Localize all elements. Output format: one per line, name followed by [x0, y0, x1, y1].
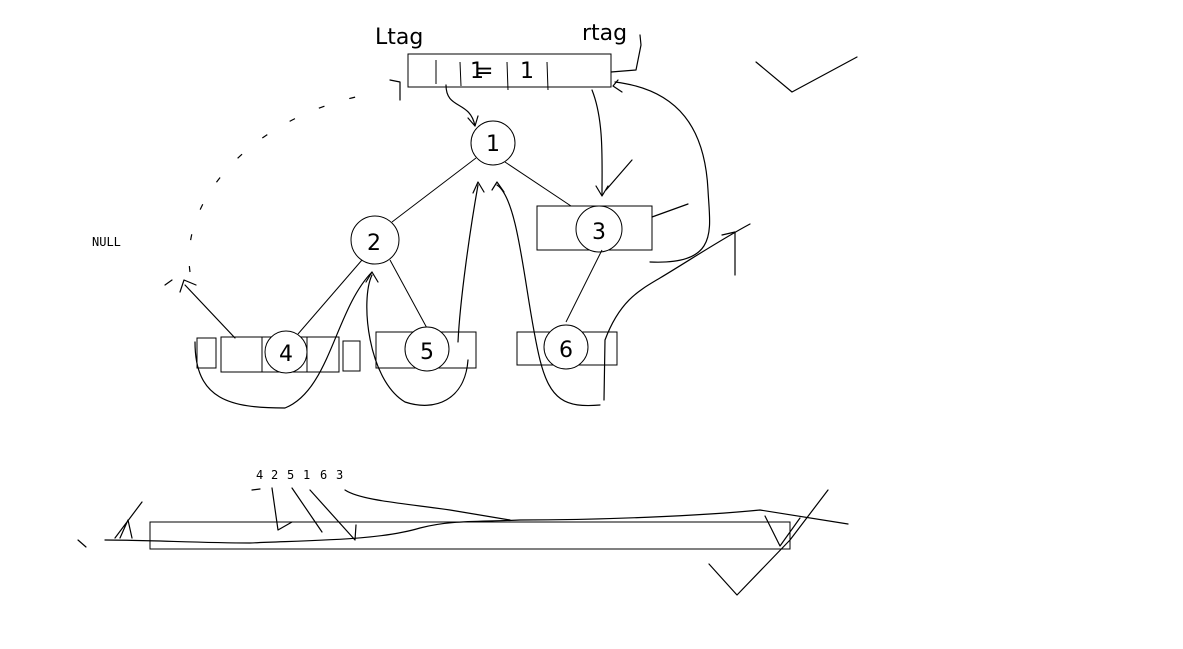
edge-1-3	[504, 161, 581, 213]
node6-right-thread	[603, 223, 751, 401]
node5-left-thread	[366, 274, 469, 406]
stroke	[309, 489, 357, 541]
node-4-rtag-box	[342, 340, 361, 372]
null-dashed-thread	[188, 95, 361, 273]
node-1-label: 1	[486, 132, 500, 157]
ltag-pointer-stroke	[389, 79, 401, 101]
node-2	[350, 215, 400, 265]
header-to-node3-arrow	[591, 89, 603, 196]
stroke	[114, 501, 143, 539]
node3-thread-to-header	[614, 81, 711, 263]
bar-overlay-curve	[104, 509, 849, 544]
node5-right-thread	[457, 184, 479, 343]
rtag-pointer-stroke	[610, 34, 642, 73]
edge-3-6	[565, 249, 603, 323]
edge-1-2	[391, 157, 477, 223]
arrowhead	[365, 271, 379, 283]
node-5	[404, 326, 450, 372]
node-3	[575, 205, 623, 253]
arrowhead	[491, 181, 505, 193]
node-4-ltag-box	[196, 337, 217, 369]
node4-left-thread	[184, 284, 236, 339]
sequence-item: 4	[256, 468, 263, 482]
stroke	[651, 203, 689, 218]
node-5-label: 5	[420, 340, 434, 365]
null-label: NULL	[92, 235, 121, 249]
node4-right-thread	[194, 271, 373, 409]
stroke	[251, 488, 261, 491]
check-mark	[708, 489, 829, 596]
stroke	[764, 515, 801, 547]
sequence-item: 1	[303, 468, 310, 482]
node-3-label: 3	[592, 220, 606, 245]
node6-left-thread	[496, 184, 601, 407]
check-mark	[755, 56, 858, 93]
header-divider	[459, 61, 462, 87]
node-4	[264, 330, 308, 374]
sequence-item: 6	[320, 468, 327, 482]
header-cell-data: =	[475, 59, 493, 84]
header-cell-rtag-value: 1	[520, 59, 534, 84]
sequence-bar	[149, 521, 791, 550]
sequence-item: 3	[336, 468, 343, 482]
stroke	[271, 487, 293, 531]
ltag-label: Ltag	[375, 25, 423, 50]
node-2-label: 2	[367, 231, 381, 256]
arrowhead	[467, 115, 479, 127]
node-6	[543, 324, 589, 370]
sequence-item: 5	[287, 468, 294, 482]
header-node-box	[407, 53, 612, 88]
rtag-label: rtag	[582, 21, 627, 46]
stroke	[164, 279, 173, 286]
arrowhead	[612, 79, 623, 93]
arrowhead	[472, 181, 485, 194]
node-6-label: 6	[559, 338, 573, 363]
arrowhead	[179, 279, 197, 293]
edge-2-5	[389, 259, 429, 331]
node-4-label: 4	[279, 342, 293, 367]
stroke	[721, 231, 736, 276]
header-cell-ltag-value: 1	[470, 59, 484, 84]
stroke	[605, 159, 633, 191]
header-divider	[546, 61, 549, 91]
bar-overlay-curve	[344, 489, 511, 521]
stroke	[291, 487, 323, 533]
sequence-item: 2	[271, 468, 278, 482]
header-divider	[506, 61, 509, 91]
node-1	[470, 120, 516, 166]
edge-2-4	[297, 259, 363, 335]
header-to-root-arrow	[445, 84, 476, 127]
header-node: 1 = 1	[389, 34, 642, 101]
stroke	[77, 539, 87, 548]
